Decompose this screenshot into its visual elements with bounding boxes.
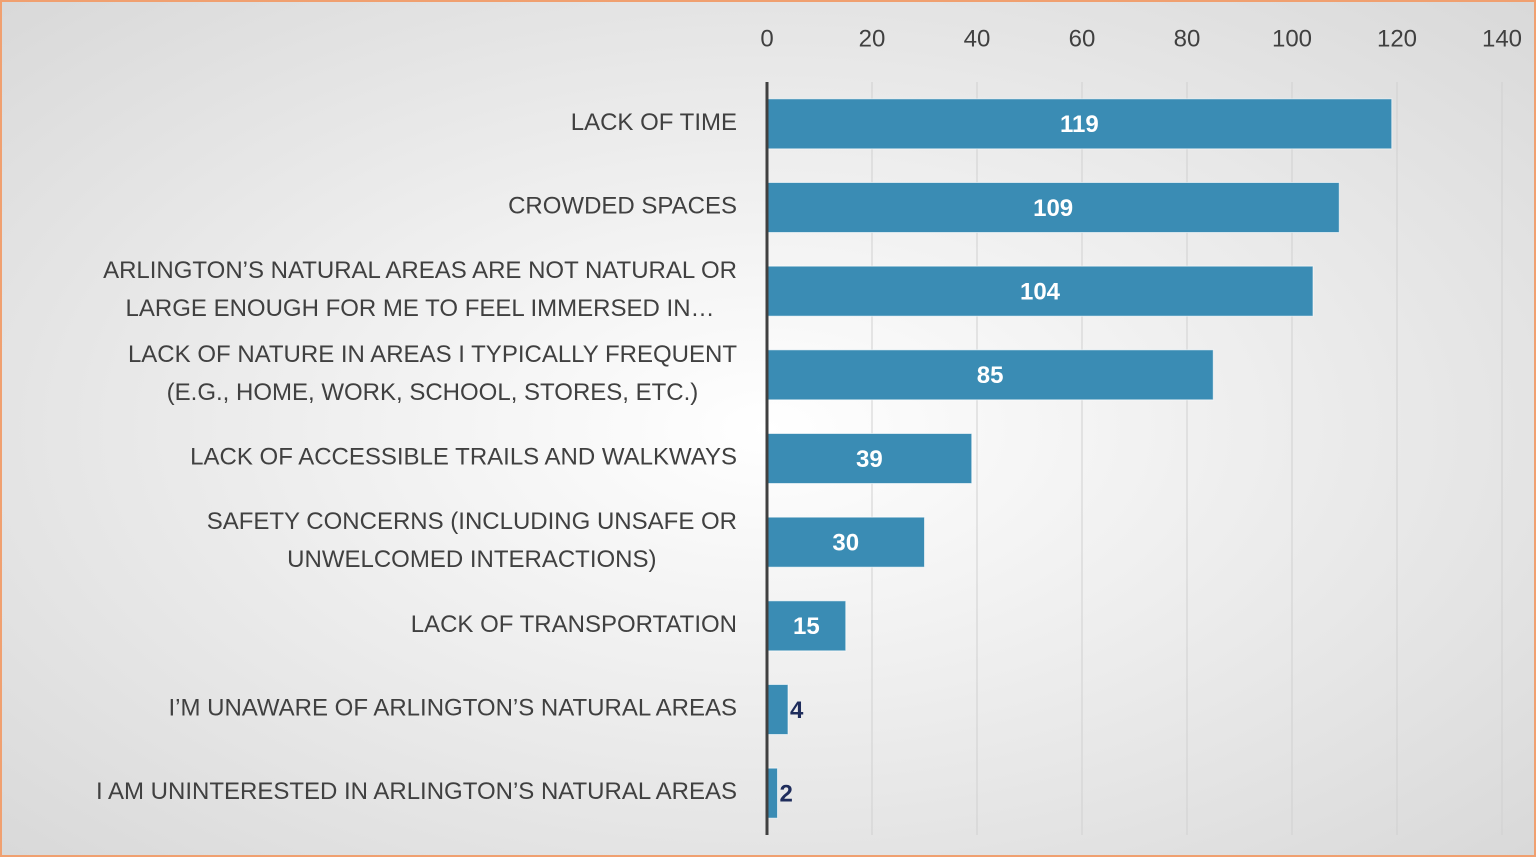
data-label: 15 xyxy=(793,613,820,640)
data-label: 30 xyxy=(832,530,859,557)
x-tick-label: 140 xyxy=(1482,25,1522,52)
data-label: 39 xyxy=(856,446,883,473)
x-tick-label: 80 xyxy=(1174,25,1201,52)
y-tick-label: LACK OF ACCESSIBLE TRAILS AND WALKWAYS xyxy=(190,444,737,471)
data-label: 109 xyxy=(1033,195,1073,222)
data-label: 85 xyxy=(977,362,1004,389)
data-label: 2 xyxy=(780,781,793,808)
bar xyxy=(766,600,847,652)
x-tick-label: 120 xyxy=(1377,25,1417,52)
x-tick-label: 20 xyxy=(859,25,886,52)
bar xyxy=(766,767,778,819)
x-tick-label: 0 xyxy=(760,25,773,52)
bar xyxy=(766,516,925,568)
bar xyxy=(766,684,789,735)
bar xyxy=(766,349,1214,401)
y-tick-label: CROWDED SPACES xyxy=(508,193,737,220)
data-label: 119 xyxy=(1060,111,1099,138)
bar xyxy=(766,182,1340,233)
y-tick-label: I AM UNINTERESTED IN ARLINGTON’S NATURAL… xyxy=(96,779,737,806)
x-tick-label: 60 xyxy=(1069,25,1096,52)
y-tick-label: LACK OF TRANSPORTATION xyxy=(411,611,737,638)
y-tick-label: I’M UNAWARE OF ARLINGTON’S NATURAL AREAS xyxy=(168,695,737,722)
y-tick-label: LACK OF NATURE IN AREAS I TYPICALLY FREQ… xyxy=(128,341,737,406)
y-tick-label: ARLINGTON’S NATURAL AREAS ARE NOT NATURA… xyxy=(103,258,737,323)
x-tick-label: 40 xyxy=(964,25,991,52)
bar xyxy=(766,265,1314,317)
bar xyxy=(766,98,1393,150)
data-label: 104 xyxy=(1020,279,1061,306)
data-label: 4 xyxy=(790,697,804,724)
y-tick-label: LACK OF TIME xyxy=(571,109,737,136)
x-tick-label: 100 xyxy=(1272,25,1312,52)
y-tick-label: SAFETY CONCERNS (INCLUDING UNSAFE OR UNWE… xyxy=(207,509,737,574)
